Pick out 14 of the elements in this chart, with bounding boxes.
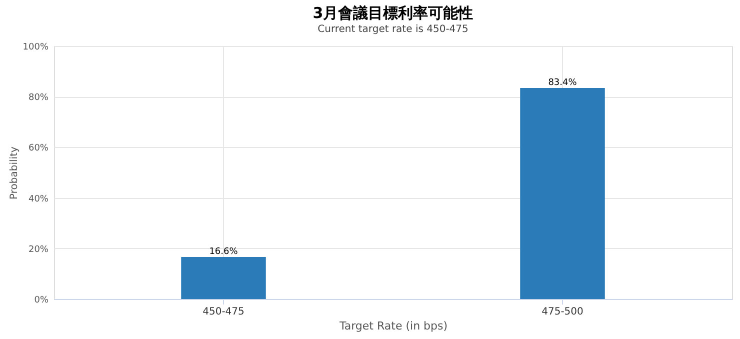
chart-title: 3月會議目標利率可能性	[312, 4, 474, 22]
data-label: 83.4%	[548, 78, 578, 88]
data-label: 16.6%	[209, 247, 238, 257]
y-tick-label: 20%	[28, 244, 49, 255]
x-tick-label: 475-500	[542, 306, 584, 318]
chart-subtitle: Current target rate is 450-475	[318, 24, 468, 35]
y-tick-label: 40%	[28, 194, 49, 204]
x-tick-label: 450-475	[202, 306, 244, 318]
y-tick-label: 100%	[22, 42, 49, 52]
y-tick-label: 80%	[28, 93, 49, 104]
y-axis-title: Probability	[8, 146, 20, 200]
y-tick-label: 60%	[28, 144, 49, 154]
y-tick-label: 0%	[34, 296, 49, 306]
x-axis-title: Target Rate (in bps)	[338, 320, 448, 332]
